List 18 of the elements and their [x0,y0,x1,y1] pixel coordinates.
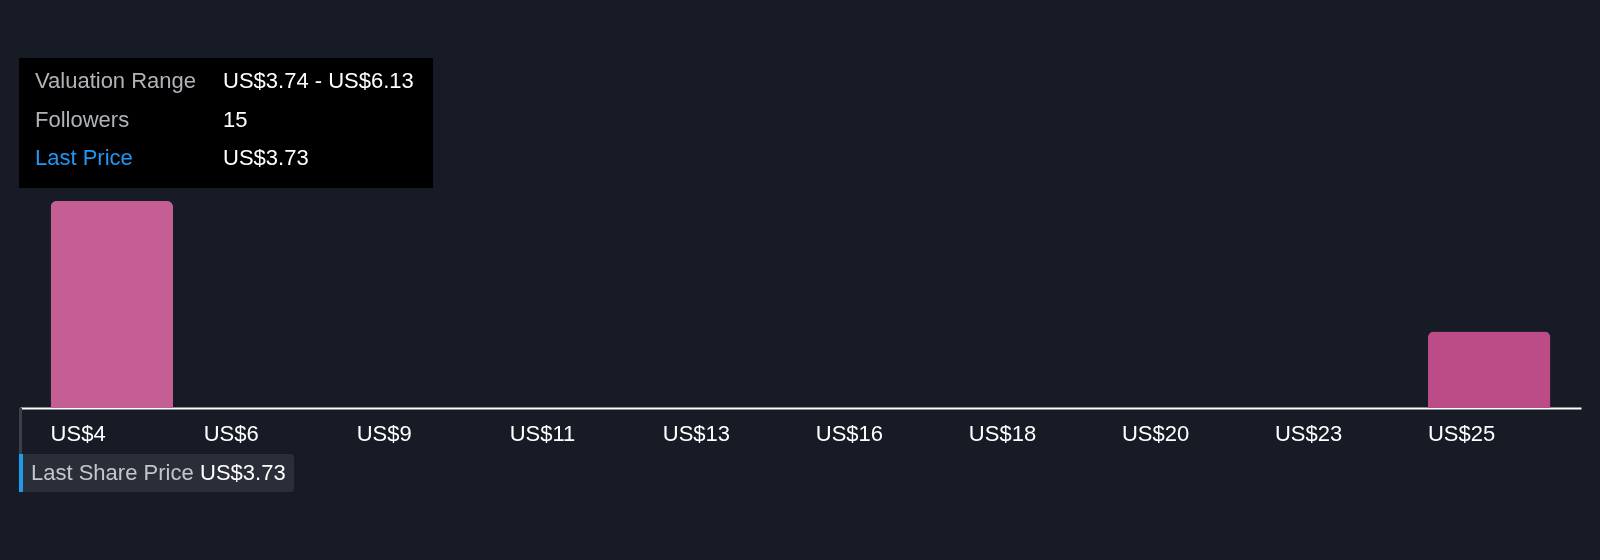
x-tick-label: US$6 [203,420,259,446]
x-tick-label: US$9 [356,420,412,446]
x-tick-label: US$23 [1274,420,1343,446]
x-tick-label: US$16 [815,420,884,446]
x-tick-label: US$13 [662,420,731,446]
text: US$3.73 [223,145,309,170]
text: Last Share Price [31,460,194,485]
text: Valuation Range [35,68,197,93]
text: Last Price [35,145,133,170]
x-tick-label: US$11 [509,420,576,446]
text: 15 [223,107,248,132]
text: US$3.73 [200,460,286,485]
x-tick-label: US$25 [1427,420,1496,446]
text: Followers [35,107,130,132]
text: US$3.74 - US$6.13 [223,68,414,93]
x-tick-label: US$18 [968,420,1037,446]
x-tick-label: US$4 [50,420,106,446]
x-tick-label: US$20 [1121,420,1190,446]
